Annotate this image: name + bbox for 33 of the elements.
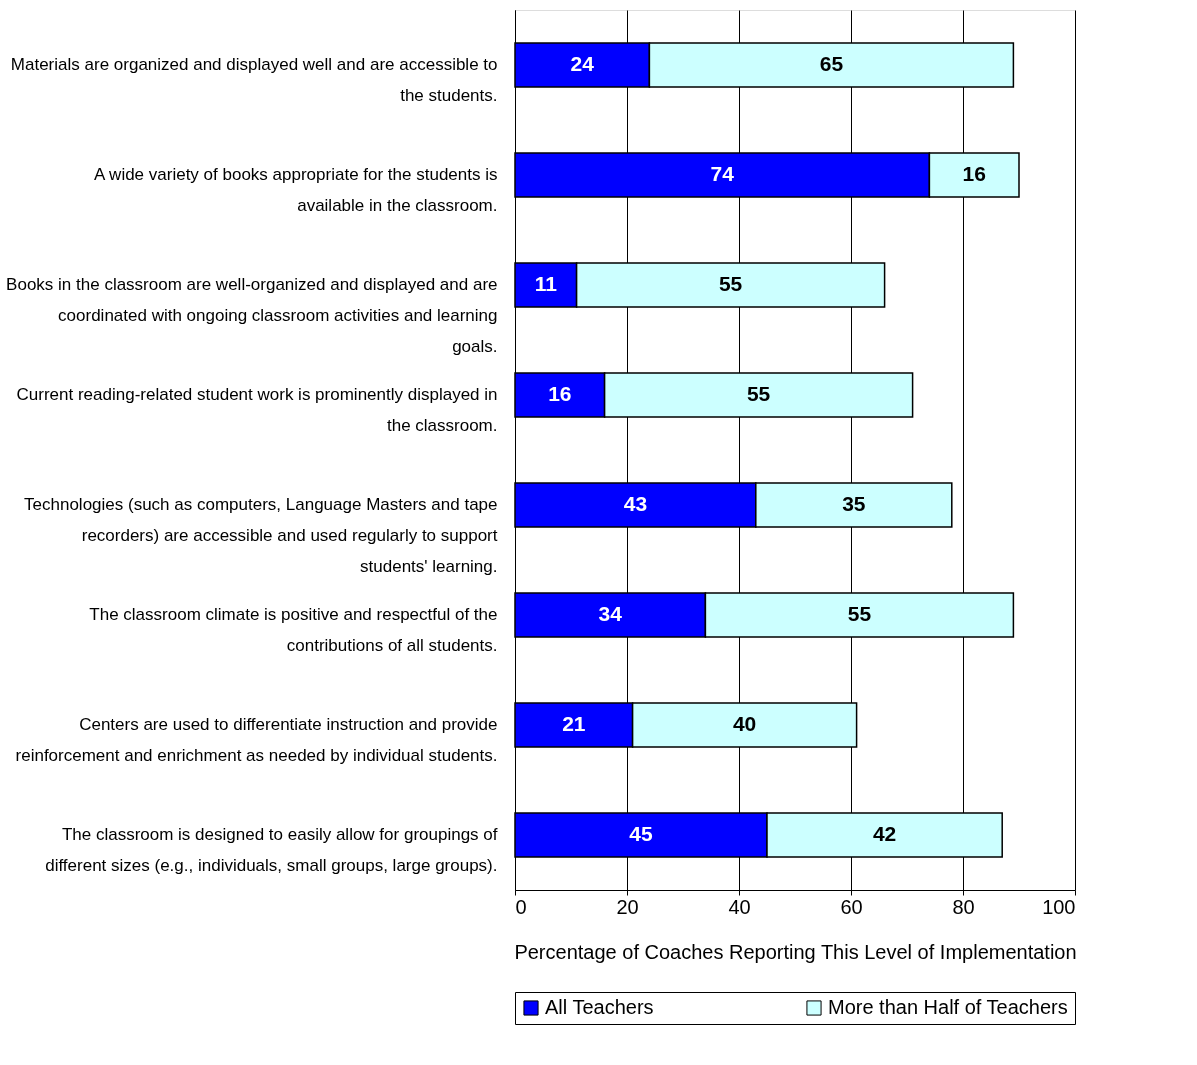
- y-tick-label: The classroom is designed to easily allow for groupings of different sizes (e.g., individuals, small groups, large groups).: [45, 825, 498, 875]
- y-tick-label: Technologies (such as computers, Language Masters and tape recorders) are accessible and used regularly to support students' learning.: [24, 495, 498, 576]
- x-tick-label: 100: [1042, 895, 1076, 918]
- data-label: 16: [962, 162, 986, 185]
- data-label: 40: [732, 712, 757, 735]
- data-label: 74: [710, 162, 735, 185]
- x-tick-label: 60: [840, 895, 863, 918]
- data-label: 55: [718, 272, 743, 295]
- y-tick-label: Centers are used to differentiate instruction and provide reinforcement and enrichment as needed by individual students.: [15, 715, 498, 765]
- data-label: 55: [746, 382, 771, 405]
- data-label: 42: [872, 822, 897, 845]
- legend-label: All Teachers: [545, 996, 654, 1018]
- x-tick-label: 20: [616, 895, 639, 918]
- y-tick-label: The classroom climate is positive and respectful of the contributions of all students.: [89, 605, 498, 655]
- data-label: 35: [842, 492, 866, 515]
- y-tick-label: Books in the classroom are well-organized and displayed and are coordinated with ongoing classroom activities and learning goals.: [6, 275, 498, 356]
- x-tick-label: 0: [515, 895, 527, 918]
- data-label: 16: [548, 382, 572, 405]
- data-label: 11: [534, 272, 558, 295]
- x-tick-label: 40: [728, 895, 751, 918]
- data-label: 65: [819, 52, 844, 75]
- data-label: 43: [623, 492, 648, 515]
- x-axis-title: Percentage of Coaches Reporting This Level of Implementation: [514, 940, 1077, 963]
- y-tick-label: A wide variety of books appropriate for the students is available in the classroom.: [93, 165, 498, 215]
- x-tick-label: 80: [952, 895, 975, 918]
- data-label: 55: [847, 602, 872, 625]
- data-label: 45: [629, 822, 653, 845]
- legend-label: More than Half of Teachers: [828, 996, 1068, 1018]
- y-tick-label: Materials are organized and displayed well and are accessible to the students.: [10, 55, 498, 105]
- data-label: 24: [570, 52, 595, 75]
- y-tick-label: Current reading-related student work is prominently displayed in the classroom.: [16, 385, 498, 435]
- data-label: 21: [562, 712, 586, 735]
- data-label: 34: [598, 602, 623, 625]
